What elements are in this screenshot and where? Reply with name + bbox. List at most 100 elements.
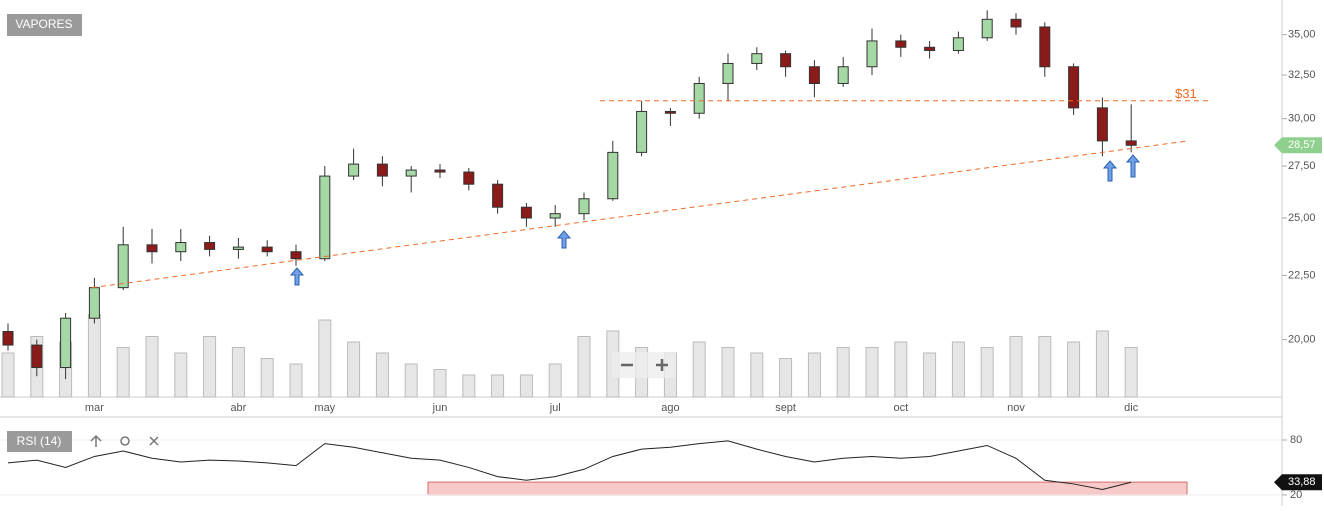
- candle-body: [261, 246, 273, 253]
- candle-body: [290, 251, 302, 260]
- volume-bar: [231, 347, 245, 398]
- y-tick-label: 32,50: [1288, 69, 1316, 81]
- candle-body: [376, 163, 388, 177]
- volume-bar: [923, 352, 937, 398]
- volume-bar: [347, 341, 361, 398]
- move-up-icon[interactable]: [90, 434, 102, 447]
- x-tick-label: dic: [1124, 402, 1139, 414]
- settings-icon[interactable]: [120, 436, 130, 446]
- volume-bar: [1124, 347, 1138, 398]
- candle-body: [60, 317, 72, 369]
- price-badge: [1274, 137, 1322, 154]
- volume-bar: [462, 374, 476, 398]
- y-tick-label: 20: [1290, 489, 1302, 501]
- candle-body: [895, 40, 907, 48]
- volume-bar: [318, 319, 332, 398]
- volume-bar: [1, 352, 15, 398]
- y-tick-label: 80: [1290, 434, 1302, 446]
- candle-body: [232, 246, 244, 250]
- y-tick-label: 25,00: [1288, 212, 1316, 224]
- candle-body: [636, 110, 648, 153]
- chart-title: VAPORES: [15, 17, 72, 31]
- y-tick-label: 30,00: [1288, 113, 1316, 125]
- candle-body: [88, 287, 100, 319]
- zoom-in-button[interactable]: [656, 359, 668, 371]
- rsi-badge: [7, 431, 72, 452]
- signal-arrow: [1125, 154, 1141, 178]
- volume-bar: [203, 336, 217, 398]
- price-label: 28,57: [1288, 139, 1316, 151]
- candle-body: [808, 66, 820, 85]
- volume-bar: [865, 347, 879, 398]
- candle-body: [405, 169, 417, 177]
- volume-bar: [548, 363, 562, 398]
- y-tick-label: 22,50: [1288, 269, 1316, 281]
- candle-body: [1010, 18, 1022, 28]
- candle-body: [924, 46, 936, 51]
- candle-body: [549, 213, 561, 219]
- volume-bar: [692, 341, 706, 398]
- candle-body: [204, 242, 216, 250]
- x-tick-label: sept: [775, 402, 796, 414]
- candle-body: [693, 83, 705, 114]
- y-tick-label: 27,50: [1288, 160, 1316, 172]
- volume-bar: [174, 352, 188, 398]
- volume-bar: [807, 352, 821, 398]
- volume-bar: [1009, 336, 1023, 398]
- x-tick-label: jun: [432, 402, 448, 414]
- zoom-controls: [612, 352, 676, 378]
- candle-body: [492, 183, 504, 208]
- rsi-line: [7, 440, 1132, 490]
- volume-bar: [289, 363, 303, 398]
- candle-body: [981, 18, 993, 39]
- x-tick-label: nov: [1007, 402, 1025, 414]
- signal-arrows: [289, 154, 1141, 286]
- volume-bar: [87, 314, 101, 398]
- volume-bar: [836, 347, 850, 398]
- rsi-title: RSI (14): [17, 434, 62, 448]
- volume-bar: [1038, 336, 1052, 398]
- y-tick-label: 35,00: [1288, 29, 1316, 41]
- close-icon[interactable]: [149, 436, 159, 446]
- volume-bar: [404, 363, 418, 398]
- x-tick-label: oct: [893, 402, 908, 414]
- candle-body: [1096, 107, 1108, 142]
- signal-arrow: [556, 230, 572, 249]
- candle-body: [722, 62, 734, 85]
- volume-bar: [779, 358, 793, 398]
- trend-line: [91, 140, 1189, 289]
- volume-bar: [980, 347, 994, 398]
- volume-bar: [116, 347, 130, 398]
- candle-body: [1039, 26, 1051, 68]
- volume-bar: [1067, 341, 1081, 398]
- candle-body: [31, 344, 43, 369]
- candle-body: [1068, 66, 1080, 109]
- candle-body: [319, 175, 331, 260]
- candle-body: [866, 40, 878, 68]
- volume-bar: [145, 336, 159, 398]
- x-tick-label: abr: [230, 402, 246, 414]
- candle-body: [1125, 140, 1137, 146]
- x-tick-label: jul: [549, 402, 561, 414]
- rsi-badge: [1274, 474, 1322, 491]
- volume-bar: [894, 341, 908, 398]
- rsi-tools[interactable]: [90, 434, 159, 447]
- volume-bar: [951, 341, 965, 398]
- title-badge: [7, 14, 82, 36]
- volume-bar: [491, 374, 505, 398]
- signal-arrow: [289, 267, 305, 286]
- candle-body: [578, 198, 590, 215]
- x-tick-label: ago: [661, 402, 679, 414]
- volume-bar: [577, 336, 591, 398]
- candle-body: [434, 169, 446, 173]
- candle-body: [520, 206, 532, 219]
- x-tick-label: may: [314, 402, 335, 414]
- volume-bar: [721, 347, 735, 398]
- candle-body: [780, 53, 792, 68]
- x-tick-label: mar: [85, 402, 104, 414]
- candle-body: [463, 171, 475, 185]
- candle-body: [2, 330, 14, 346]
- signal-arrow: [1102, 160, 1118, 182]
- volume-bar: [375, 352, 389, 398]
- candle-body: [837, 66, 849, 85]
